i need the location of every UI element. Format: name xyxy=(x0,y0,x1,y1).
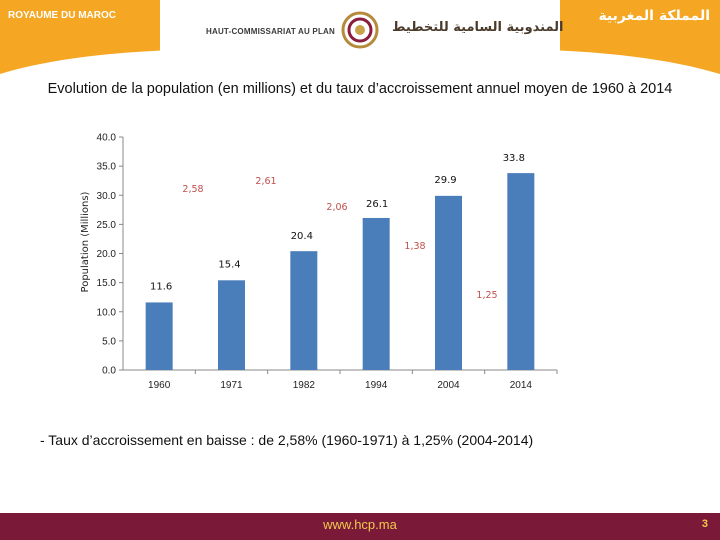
hcp-logo-icon xyxy=(341,11,379,49)
y-tick-label: 0.0 xyxy=(102,366,116,377)
y-tick-label: 15.0 xyxy=(97,278,117,289)
x-tick-label: 1982 xyxy=(293,380,316,391)
y-axis-label: Population (Millions) xyxy=(80,191,91,292)
y-tick-label: 40.0 xyxy=(97,133,117,144)
growth-rate-label: 2,61 xyxy=(255,176,276,187)
x-tick-label: 2004 xyxy=(437,380,460,391)
hcp-name-fr: HAUT-COMMISSARIAT AU PLAN xyxy=(206,27,335,36)
bar xyxy=(145,302,173,370)
growth-rate-label: 1,25 xyxy=(476,290,497,301)
population-bar-chart: 0.0 5.0 10.0 15.0 20.0 25.0 30.0 35.0 40.0 Popula… xyxy=(80,133,558,391)
bar xyxy=(290,251,318,370)
hcp-name-ar: المندوبية السامية للتخطيط xyxy=(392,20,564,35)
growth-rate-label: 1,38 xyxy=(404,241,425,252)
footer-url[interactable]: www.hcp.ma xyxy=(323,517,397,532)
data-label: 11.6 xyxy=(150,281,172,292)
y-tick-label: 20.0 xyxy=(97,249,117,260)
y-tick-label: 30.0 xyxy=(97,191,117,202)
y-tick-label: 10.0 xyxy=(97,307,117,318)
bar xyxy=(435,195,462,370)
growth-rate-label: 2,06 xyxy=(326,202,347,213)
x-tick-label: 1994 xyxy=(365,380,388,391)
y-tick-label: 25.0 xyxy=(97,220,117,231)
summary-bullet: - Taux d’accroissement en baisse : de 2,… xyxy=(40,432,534,448)
data-label: 33.8 xyxy=(503,153,525,164)
y-tick-label: 35.0 xyxy=(97,162,117,173)
data-label: 26.1 xyxy=(366,199,388,210)
footer-bar: www.hcp.ma 3 xyxy=(0,513,720,540)
x-tick-label: 2014 xyxy=(510,380,533,391)
y-tick-label: 5.0 xyxy=(102,336,116,347)
bar xyxy=(362,217,390,370)
chart-title: Evolution de la population (en millions)… xyxy=(47,81,673,97)
data-label: 15.4 xyxy=(218,259,240,270)
data-label: 20.4 xyxy=(291,231,313,242)
bar xyxy=(507,173,535,370)
bar xyxy=(218,280,245,370)
data-label: 29.9 xyxy=(434,175,456,186)
kingdom-name-fr: ROYAUME DU MAROC xyxy=(8,10,116,21)
x-tick-label: 1971 xyxy=(220,380,243,391)
x-tick-label: 1960 xyxy=(148,380,171,391)
page-number: 3 xyxy=(701,518,708,530)
kingdom-name-ar: المملكة المغربية xyxy=(598,8,710,24)
growth-rate-label: 2,58 xyxy=(182,184,203,195)
